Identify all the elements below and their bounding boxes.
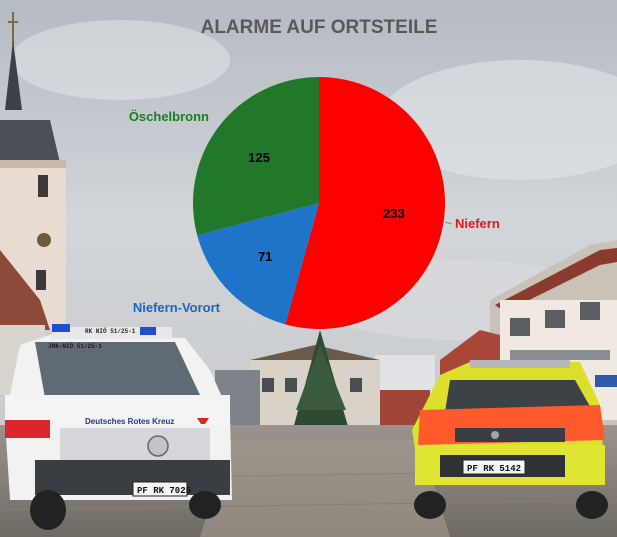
pie-slices (192, 77, 446, 329)
pie-slice-niefern-vorort (197, 203, 319, 325)
ambulance-brand: Deutsches Rotes Kreuz (85, 417, 174, 426)
pie-chart: ALARME AUF ORTSTEILE 233 Niefern 71 Niefern… (129, 17, 500, 329)
slice-value-label: 71 (258, 249, 272, 264)
chart-title: ALARME AUF ORTSTEILE (201, 17, 438, 38)
slice-category-label: Öschelbronn (129, 109, 209, 124)
ambulance-plate: PF RK 7025 (137, 486, 191, 496)
ambulance-hood-code: JRK-NIÖ 51/25-1 (48, 343, 102, 350)
suv-plate: PF RK 5142 (467, 464, 521, 474)
ambulance-roof-code: RK NIÖ 51/25-1 (85, 328, 136, 335)
pie-slice--schelbronn (192, 77, 319, 236)
pie-slice-niefern (285, 77, 446, 329)
leader-line (444, 221, 453, 225)
slice-value-label: 125 (248, 150, 270, 165)
slice-value-label: 233 (383, 206, 405, 221)
emergency-suv: PF RK 5142 (412, 360, 608, 519)
slice-category-label: Niefern-Vorort (133, 300, 221, 315)
ambulance-van: RK NIÖ 51/25-1 JRK-NIÖ 51/25-1 Deutsches… (5, 324, 232, 530)
pie-labels: 233 Niefern 71 Niefern-Vorort 125 Öschelbronn (129, 109, 500, 315)
slice-category-label: Niefern (455, 216, 500, 231)
